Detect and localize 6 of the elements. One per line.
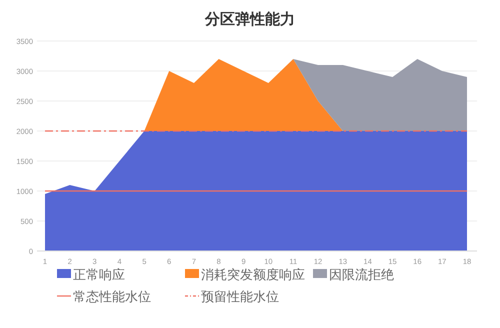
legend-label: 正常响应 — [73, 267, 125, 282]
chart-title: 分区弹性能力 — [204, 11, 295, 28]
legend-label: 消耗突发额度响应 — [201, 267, 305, 282]
legend-label: 因限流拒绝 — [329, 267, 394, 282]
legend-label: 常态性能水位 — [73, 289, 151, 304]
legend-label: 预留性能水位 — [201, 289, 279, 304]
